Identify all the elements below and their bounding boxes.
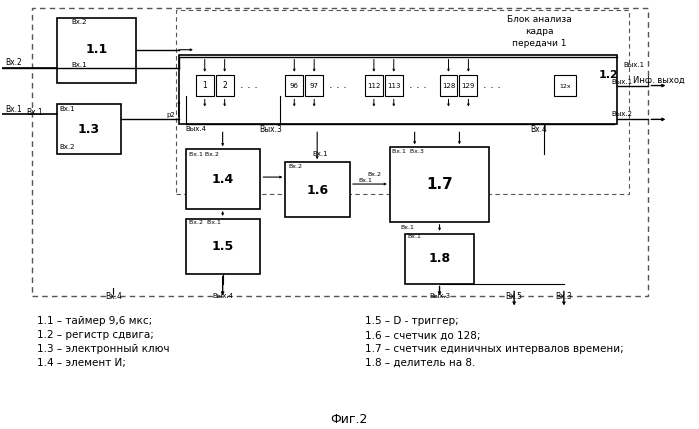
Text: 1.5 – D - триггер;: 1.5 – D - триггер; <box>365 316 459 326</box>
Bar <box>554 75 576 97</box>
Text: 1.6 – счетчик до 128;: 1.6 – счетчик до 128; <box>365 330 480 340</box>
Text: 1.5: 1.5 <box>212 240 233 253</box>
Text: Вх.5: Вх.5 <box>505 292 523 301</box>
Text: 1.4: 1.4 <box>212 172 233 186</box>
Text: 1.8: 1.8 <box>428 252 451 265</box>
Text: 2: 2 <box>222 81 227 90</box>
Text: 113: 113 <box>387 82 401 88</box>
Bar <box>57 104 121 154</box>
Text: 97: 97 <box>310 82 319 88</box>
Text: 129: 129 <box>462 82 475 88</box>
Text: Вх.1: Вх.1 <box>71 62 87 68</box>
Text: Вх.3: Вх.3 <box>556 292 572 301</box>
Text: Вх.2  Вх.1: Вх.2 Вх.1 <box>189 221 221 225</box>
Text: · · ·: · · · <box>483 82 501 93</box>
Text: 1.3 – электронный ключ: 1.3 – электронный ключ <box>36 344 169 354</box>
Bar <box>285 75 303 97</box>
Bar <box>57 18 136 82</box>
Bar <box>459 75 477 97</box>
Text: Вх.1 Вх.2: Вх.1 Вх.2 <box>189 152 219 157</box>
Text: 1.1 – таймер 9,6 мкс;: 1.1 – таймер 9,6 мкс; <box>36 316 152 326</box>
Text: 96: 96 <box>290 82 298 88</box>
Text: 1.4 – элемент И;: 1.4 – элемент И; <box>36 358 126 368</box>
Text: Вых.1: Вых.1 <box>624 62 644 68</box>
Text: Вх.1: Вх.1 <box>6 105 22 114</box>
Text: Вых.3: Вых.3 <box>429 293 450 299</box>
Text: · · ·: · · · <box>409 82 426 93</box>
Bar <box>176 10 628 194</box>
Text: 1.2 – регистр сдвига;: 1.2 – регистр сдвига; <box>36 330 154 340</box>
Bar <box>186 219 261 274</box>
Text: Вх.1: Вх.1 <box>408 234 421 239</box>
Text: 1: 1 <box>203 81 207 90</box>
Text: Вых.4: Вых.4 <box>212 293 233 299</box>
Text: Вх.2: Вх.2 <box>71 19 87 25</box>
Bar <box>186 149 261 209</box>
Text: Вх.4: Вх.4 <box>105 292 122 301</box>
Text: Вх.4: Вх.4 <box>531 125 547 134</box>
Text: 1.3: 1.3 <box>78 123 99 136</box>
Text: Вых.1: Вых.1 <box>611 79 632 85</box>
Bar <box>365 75 383 97</box>
Text: · · ·: · · · <box>240 82 257 93</box>
Text: Вх.2: Вх.2 <box>368 172 382 177</box>
Text: Вых.3: Вых.3 <box>259 125 282 134</box>
Text: 1.8 – делитель на 8.: 1.8 – делитель на 8. <box>365 358 475 368</box>
Text: Вх.1: Вх.1 <box>27 108 43 117</box>
Bar <box>31 8 649 296</box>
Text: Вых.4: Вых.4 <box>185 126 206 132</box>
Text: · · ·: · · · <box>329 82 347 93</box>
Bar <box>179 55 617 124</box>
Text: Вх.2: Вх.2 <box>6 58 22 67</box>
Bar <box>405 234 475 284</box>
Text: Инф. выход: Инф. выход <box>633 76 684 85</box>
Bar <box>196 75 214 97</box>
Bar <box>440 75 457 97</box>
Text: Вх.1: Вх.1 <box>59 106 75 112</box>
Text: Вх.1: Вх.1 <box>401 225 415 230</box>
Text: Блок анализа
кадра
передачи 1: Блок анализа кадра передачи 1 <box>507 15 571 48</box>
Text: 128: 128 <box>442 82 455 88</box>
Text: 112: 112 <box>367 82 380 88</box>
Text: 1.7: 1.7 <box>426 177 453 191</box>
Text: р2: р2 <box>166 112 175 118</box>
Text: Вх.1: Вх.1 <box>358 178 372 183</box>
Text: Вх.2: Вх.2 <box>288 163 303 169</box>
Text: Вых.2: Вых.2 <box>611 112 632 118</box>
Text: Вх.1  Вх.3: Вх.1 Вх.3 <box>391 149 424 154</box>
Text: 12х: 12х <box>559 84 570 89</box>
Bar <box>285 162 350 217</box>
Bar <box>390 147 489 222</box>
Text: 1.7 – счетчик единичных интервалов времени;: 1.7 – счетчик единичных интервалов време… <box>365 344 624 354</box>
Text: Вх.1: Вх.1 <box>312 151 328 157</box>
Bar <box>216 75 233 97</box>
Text: 1.2: 1.2 <box>599 69 619 80</box>
Text: 1.6: 1.6 <box>306 184 329 196</box>
Text: Вх.2: Вх.2 <box>59 144 75 150</box>
Text: 1.1: 1.1 <box>85 43 108 56</box>
Bar <box>385 75 403 97</box>
Text: Фиг.2: Фиг.2 <box>331 413 368 426</box>
Bar <box>305 75 323 97</box>
